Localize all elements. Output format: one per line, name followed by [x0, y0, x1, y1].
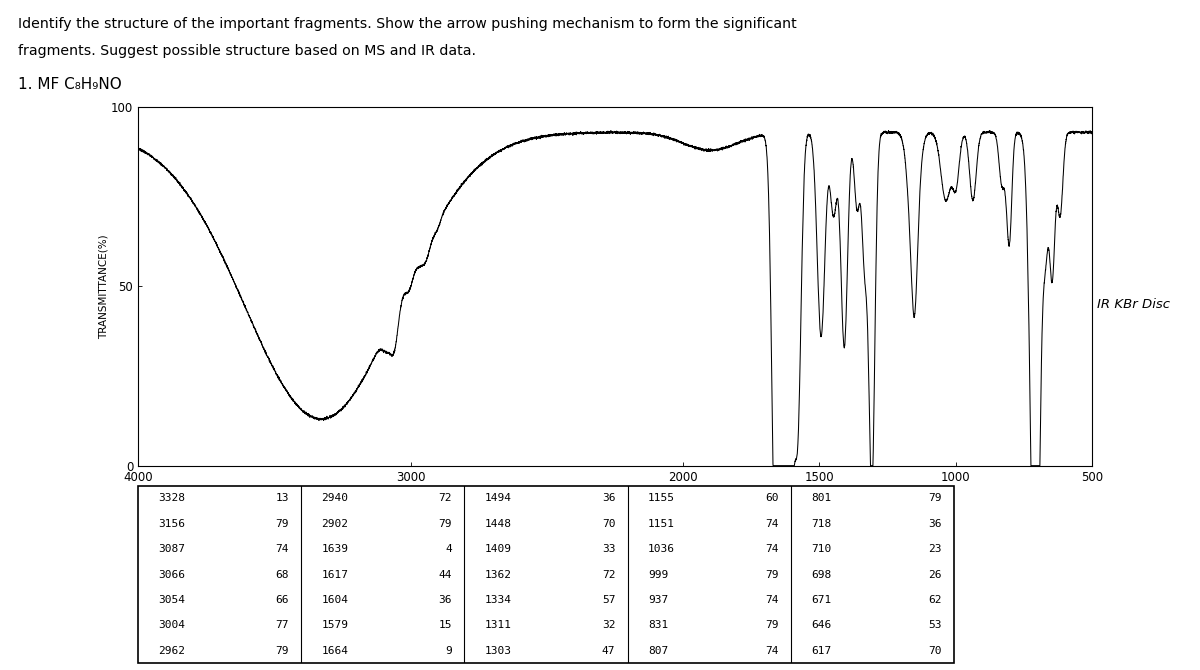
- Text: 2940: 2940: [322, 493, 349, 503]
- Text: fragments. Suggest possible structure based on MS and IR data.: fragments. Suggest possible structure ba…: [18, 44, 476, 58]
- Text: 26: 26: [929, 570, 942, 580]
- Text: 1036: 1036: [648, 544, 674, 554]
- Text: 9: 9: [445, 646, 452, 656]
- Text: 3156: 3156: [158, 519, 186, 529]
- Text: 1409: 1409: [485, 544, 512, 554]
- Text: 646: 646: [811, 620, 832, 630]
- Text: 68: 68: [276, 570, 289, 580]
- Text: 79: 79: [439, 519, 452, 529]
- Text: 2962: 2962: [158, 646, 186, 656]
- Text: 1494: 1494: [485, 493, 512, 503]
- Text: 999: 999: [648, 570, 668, 580]
- Text: 47: 47: [602, 646, 616, 656]
- Text: 60: 60: [766, 493, 779, 503]
- Text: 1664: 1664: [322, 646, 349, 656]
- Text: 718: 718: [811, 519, 832, 529]
- Text: 1617: 1617: [322, 570, 349, 580]
- Text: 831: 831: [648, 620, 668, 630]
- Text: 70: 70: [602, 519, 616, 529]
- Text: 3054: 3054: [158, 595, 186, 605]
- Text: 801: 801: [811, 493, 832, 503]
- Text: 57: 57: [602, 595, 616, 605]
- Text: 74: 74: [766, 544, 779, 554]
- Text: 79: 79: [929, 493, 942, 503]
- Text: 62: 62: [929, 595, 942, 605]
- Text: 36: 36: [929, 519, 942, 529]
- X-axis label: WAVENUMBER(-1): WAVENUMBER(-1): [562, 486, 668, 499]
- Text: 710: 710: [811, 544, 832, 554]
- Text: 72: 72: [602, 570, 616, 580]
- Text: 74: 74: [766, 595, 779, 605]
- FancyBboxPatch shape: [138, 486, 954, 663]
- Text: 77: 77: [276, 620, 289, 630]
- Text: 1151: 1151: [648, 519, 674, 529]
- Text: 937: 937: [648, 595, 668, 605]
- Text: 3004: 3004: [158, 620, 186, 630]
- Text: 1334: 1334: [485, 595, 512, 605]
- Text: 36: 36: [602, 493, 616, 503]
- Text: 1604: 1604: [322, 595, 349, 605]
- Text: 617: 617: [811, 646, 832, 656]
- Text: 74: 74: [766, 646, 779, 656]
- Text: 53: 53: [929, 620, 942, 630]
- Text: 4: 4: [445, 544, 452, 554]
- Text: 36: 36: [439, 595, 452, 605]
- Text: IR KBr Disc: IR KBr Disc: [1097, 298, 1170, 312]
- Text: 13: 13: [276, 493, 289, 503]
- Text: 3328: 3328: [158, 493, 186, 503]
- Text: 74: 74: [766, 519, 779, 529]
- Text: 72: 72: [439, 493, 452, 503]
- Text: 698: 698: [811, 570, 832, 580]
- Text: 1303: 1303: [485, 646, 512, 656]
- Text: 79: 79: [276, 646, 289, 656]
- Text: 1155: 1155: [648, 493, 674, 503]
- Text: 2902: 2902: [322, 519, 349, 529]
- Text: Identify the structure of the important fragments. Show the arrow pushing mechan: Identify the structure of the important …: [18, 17, 797, 31]
- Text: 1. MF C₈H₉NO: 1. MF C₈H₉NO: [18, 77, 121, 92]
- Text: 23: 23: [929, 544, 942, 554]
- Text: 3087: 3087: [158, 544, 186, 554]
- Text: 79: 79: [766, 570, 779, 580]
- Text: 44: 44: [439, 570, 452, 580]
- Text: 79: 79: [276, 519, 289, 529]
- Text: 70: 70: [929, 646, 942, 656]
- Text: 1639: 1639: [322, 544, 349, 554]
- Text: 1579: 1579: [322, 620, 349, 630]
- Text: 1448: 1448: [485, 519, 512, 529]
- Text: 1311: 1311: [485, 620, 512, 630]
- Text: 32: 32: [602, 620, 616, 630]
- Text: 1362: 1362: [485, 570, 512, 580]
- Text: 807: 807: [648, 646, 668, 656]
- Text: 74: 74: [276, 544, 289, 554]
- Text: 671: 671: [811, 595, 832, 605]
- Text: 79: 79: [766, 620, 779, 630]
- Text: 66: 66: [276, 595, 289, 605]
- Text: 15: 15: [439, 620, 452, 630]
- Text: 3066: 3066: [158, 570, 186, 580]
- Text: 33: 33: [602, 544, 616, 554]
- Y-axis label: TRANSMITTANCE(%): TRANSMITTANCE(%): [98, 234, 108, 339]
